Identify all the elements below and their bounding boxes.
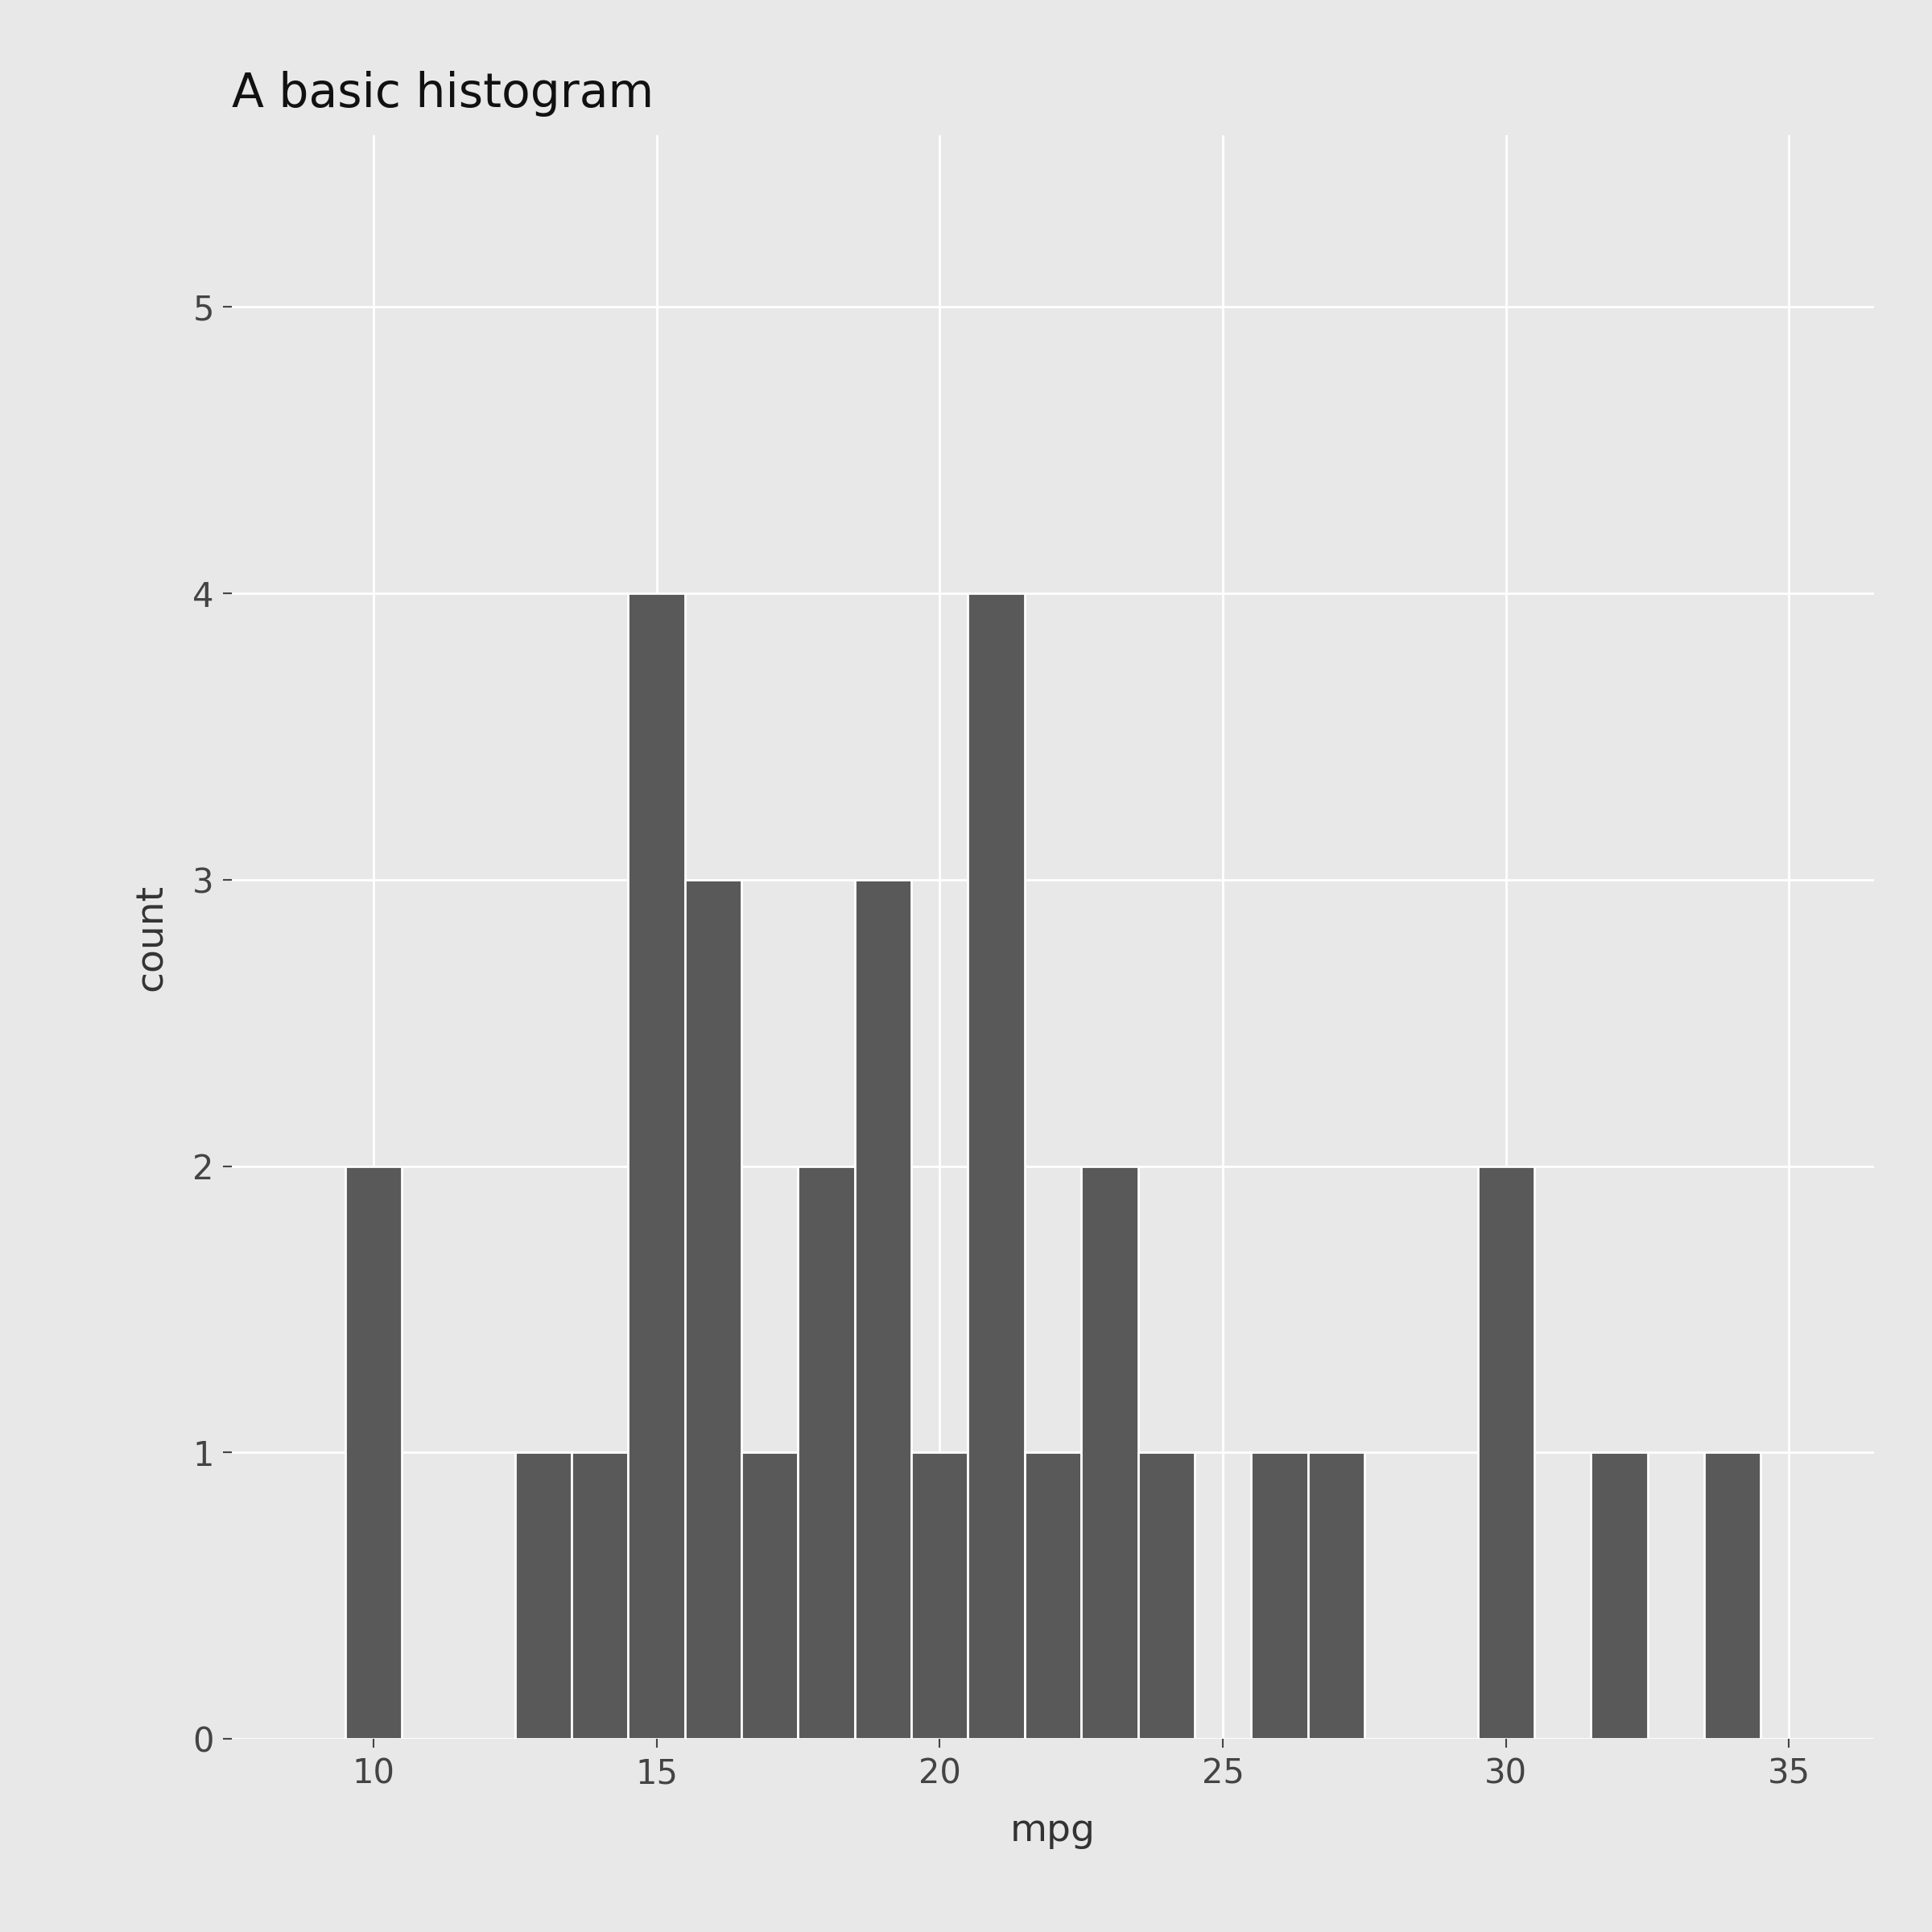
Y-axis label: count: count <box>133 883 170 991</box>
Bar <box>854 879 912 1739</box>
Bar <box>346 1167 402 1739</box>
Text: A basic histogram: A basic histogram <box>232 71 653 118</box>
Bar <box>1308 1453 1364 1739</box>
Bar <box>798 1167 854 1739</box>
Bar <box>1704 1453 1760 1739</box>
Bar <box>1478 1167 1534 1739</box>
Bar <box>516 1453 572 1739</box>
Bar <box>912 1453 968 1739</box>
Bar <box>572 1453 628 1739</box>
Bar <box>1082 1167 1138 1739</box>
X-axis label: mpg: mpg <box>1010 1812 1095 1849</box>
Bar <box>1590 1453 1648 1739</box>
Bar <box>1024 1453 1082 1739</box>
Bar <box>968 593 1024 1739</box>
Bar <box>1252 1453 1308 1739</box>
Bar <box>628 593 684 1739</box>
Bar <box>1138 1453 1194 1739</box>
Bar <box>684 879 742 1739</box>
Bar <box>742 1453 798 1739</box>
